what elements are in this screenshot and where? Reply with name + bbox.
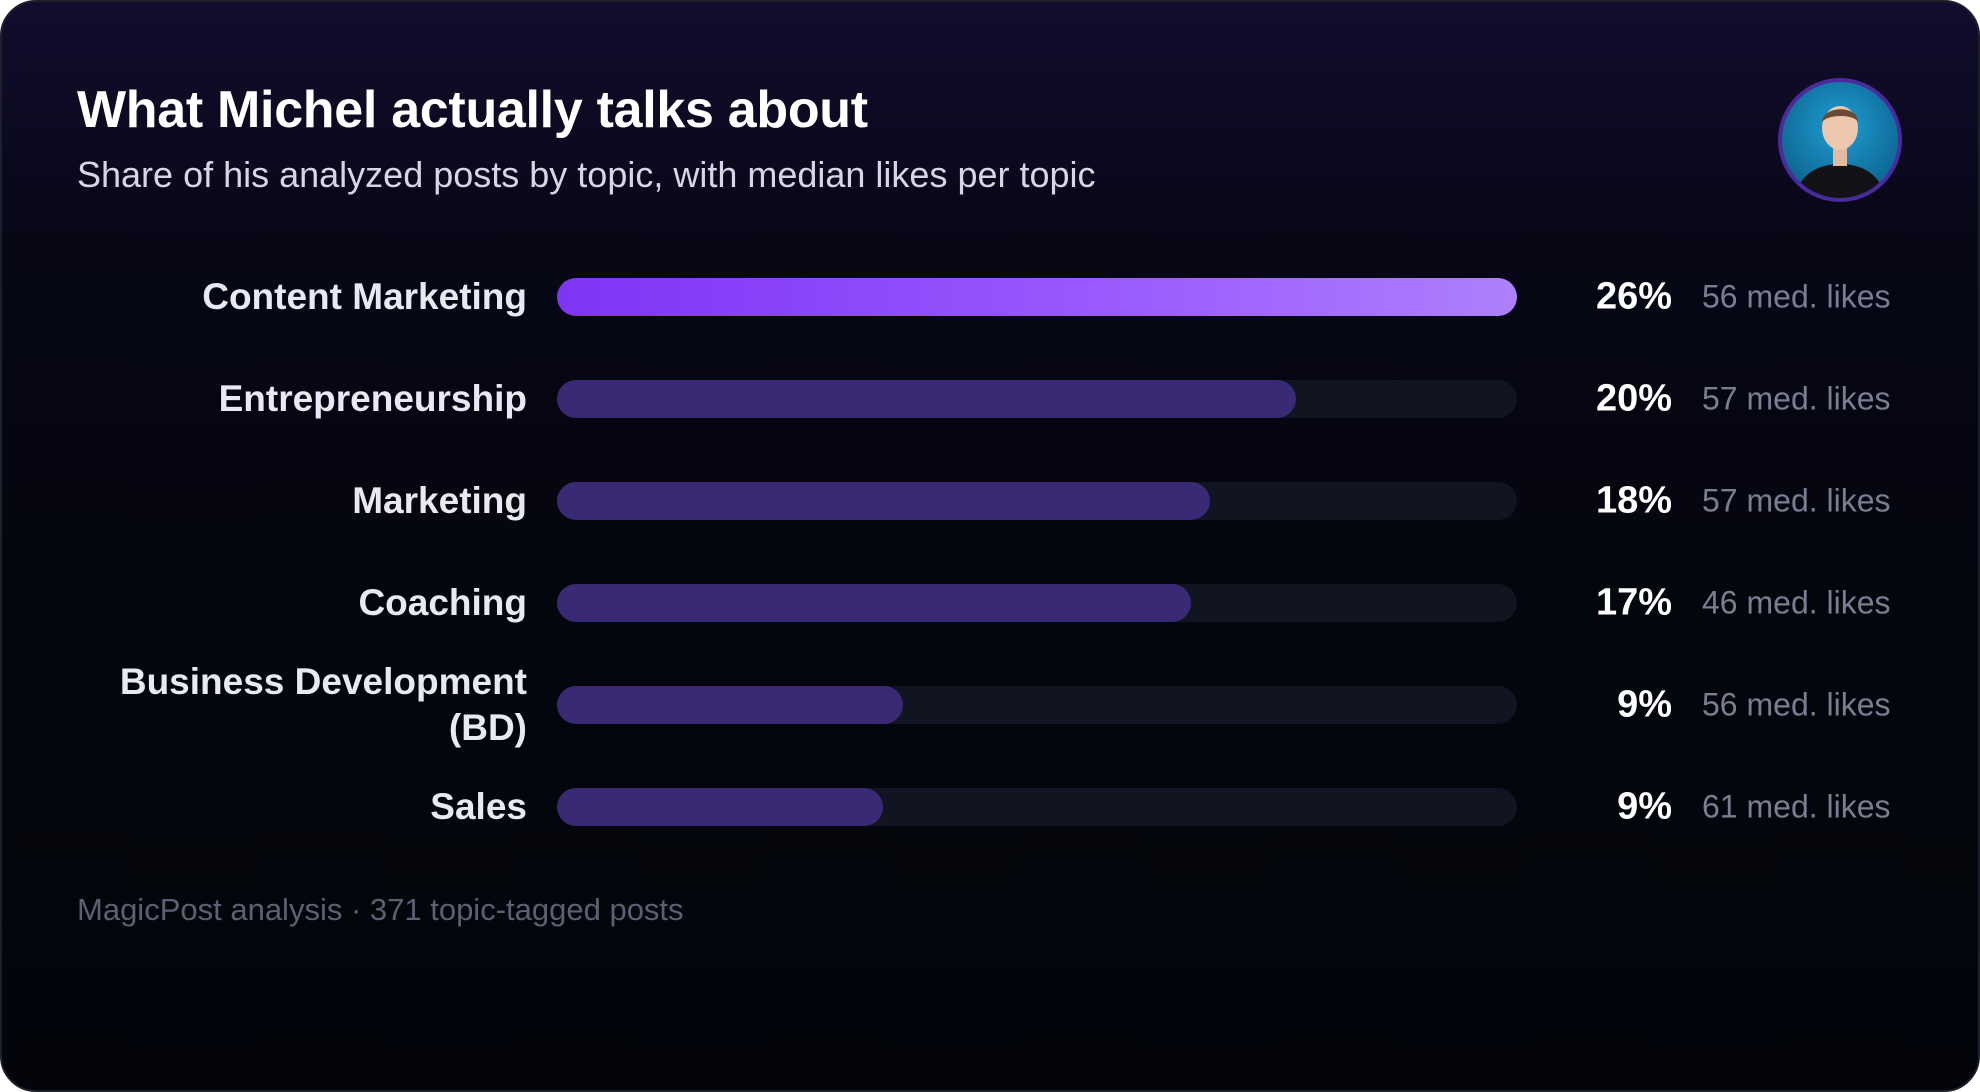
bar-track <box>557 278 1517 316</box>
bar <box>557 788 884 826</box>
median-likes-label: 56 med. likes <box>1702 278 1891 315</box>
bar-track <box>557 380 1517 418</box>
bar <box>557 278 1517 316</box>
bar-track <box>557 584 1517 622</box>
median-likes-label: 46 med. likes <box>1702 584 1891 621</box>
bar-row: Coaching 17% 46 med. likes <box>2 552 1978 654</box>
bar <box>557 482 1210 520</box>
bar-track <box>557 482 1517 520</box>
source-note: MagicPost analysis · 371 topic-tagged po… <box>77 892 684 927</box>
median-likes-label: 61 med. likes <box>1702 788 1891 825</box>
person-avatar-icon <box>1782 82 1898 198</box>
bar-label: Sales <box>430 786 527 827</box>
bar-row: Business Development (BD) 9% 56 med. lik… <box>2 654 1978 756</box>
median-likes-label: 56 med. likes <box>1702 686 1891 723</box>
bar-value-label: 26% <box>1595 275 1672 318</box>
bar-label: Entrepreneurship <box>218 378 527 419</box>
bar-row: Entrepreneurship 20% 57 med. likes <box>2 348 1978 450</box>
bar <box>557 686 903 724</box>
bar-row: Marketing 18% 57 med. likes <box>2 450 1978 552</box>
bar-value-label: 9% <box>1617 785 1672 828</box>
bar <box>557 584 1191 622</box>
bar-row: Sales 9% 61 med. likes <box>2 756 1978 858</box>
chart-subtitle: Share of his analyzed posts by topic, wi… <box>77 154 1096 195</box>
bar-label: Coaching <box>358 582 527 623</box>
bar-track <box>557 686 1517 724</box>
bar-label: Marketing <box>352 480 527 521</box>
bar-value-label: 18% <box>1595 479 1672 522</box>
median-likes-label: 57 med. likes <box>1702 482 1891 519</box>
bar-label: Content Marketing <box>202 276 527 317</box>
bar-track <box>557 788 1517 826</box>
chart-title: What Michel actually talks about <box>77 81 868 139</box>
avatar <box>1778 78 1902 202</box>
bar-label: Business Development (BD) <box>119 661 527 748</box>
bar-value-label: 9% <box>1617 683 1672 726</box>
bar-value-label: 17% <box>1595 581 1672 624</box>
median-likes-label: 57 med. likes <box>1702 380 1891 417</box>
bar <box>557 380 1297 418</box>
bar-row: Content Marketing 26% 56 med. likes <box>2 246 1978 348</box>
bar-value-label: 20% <box>1595 377 1672 420</box>
